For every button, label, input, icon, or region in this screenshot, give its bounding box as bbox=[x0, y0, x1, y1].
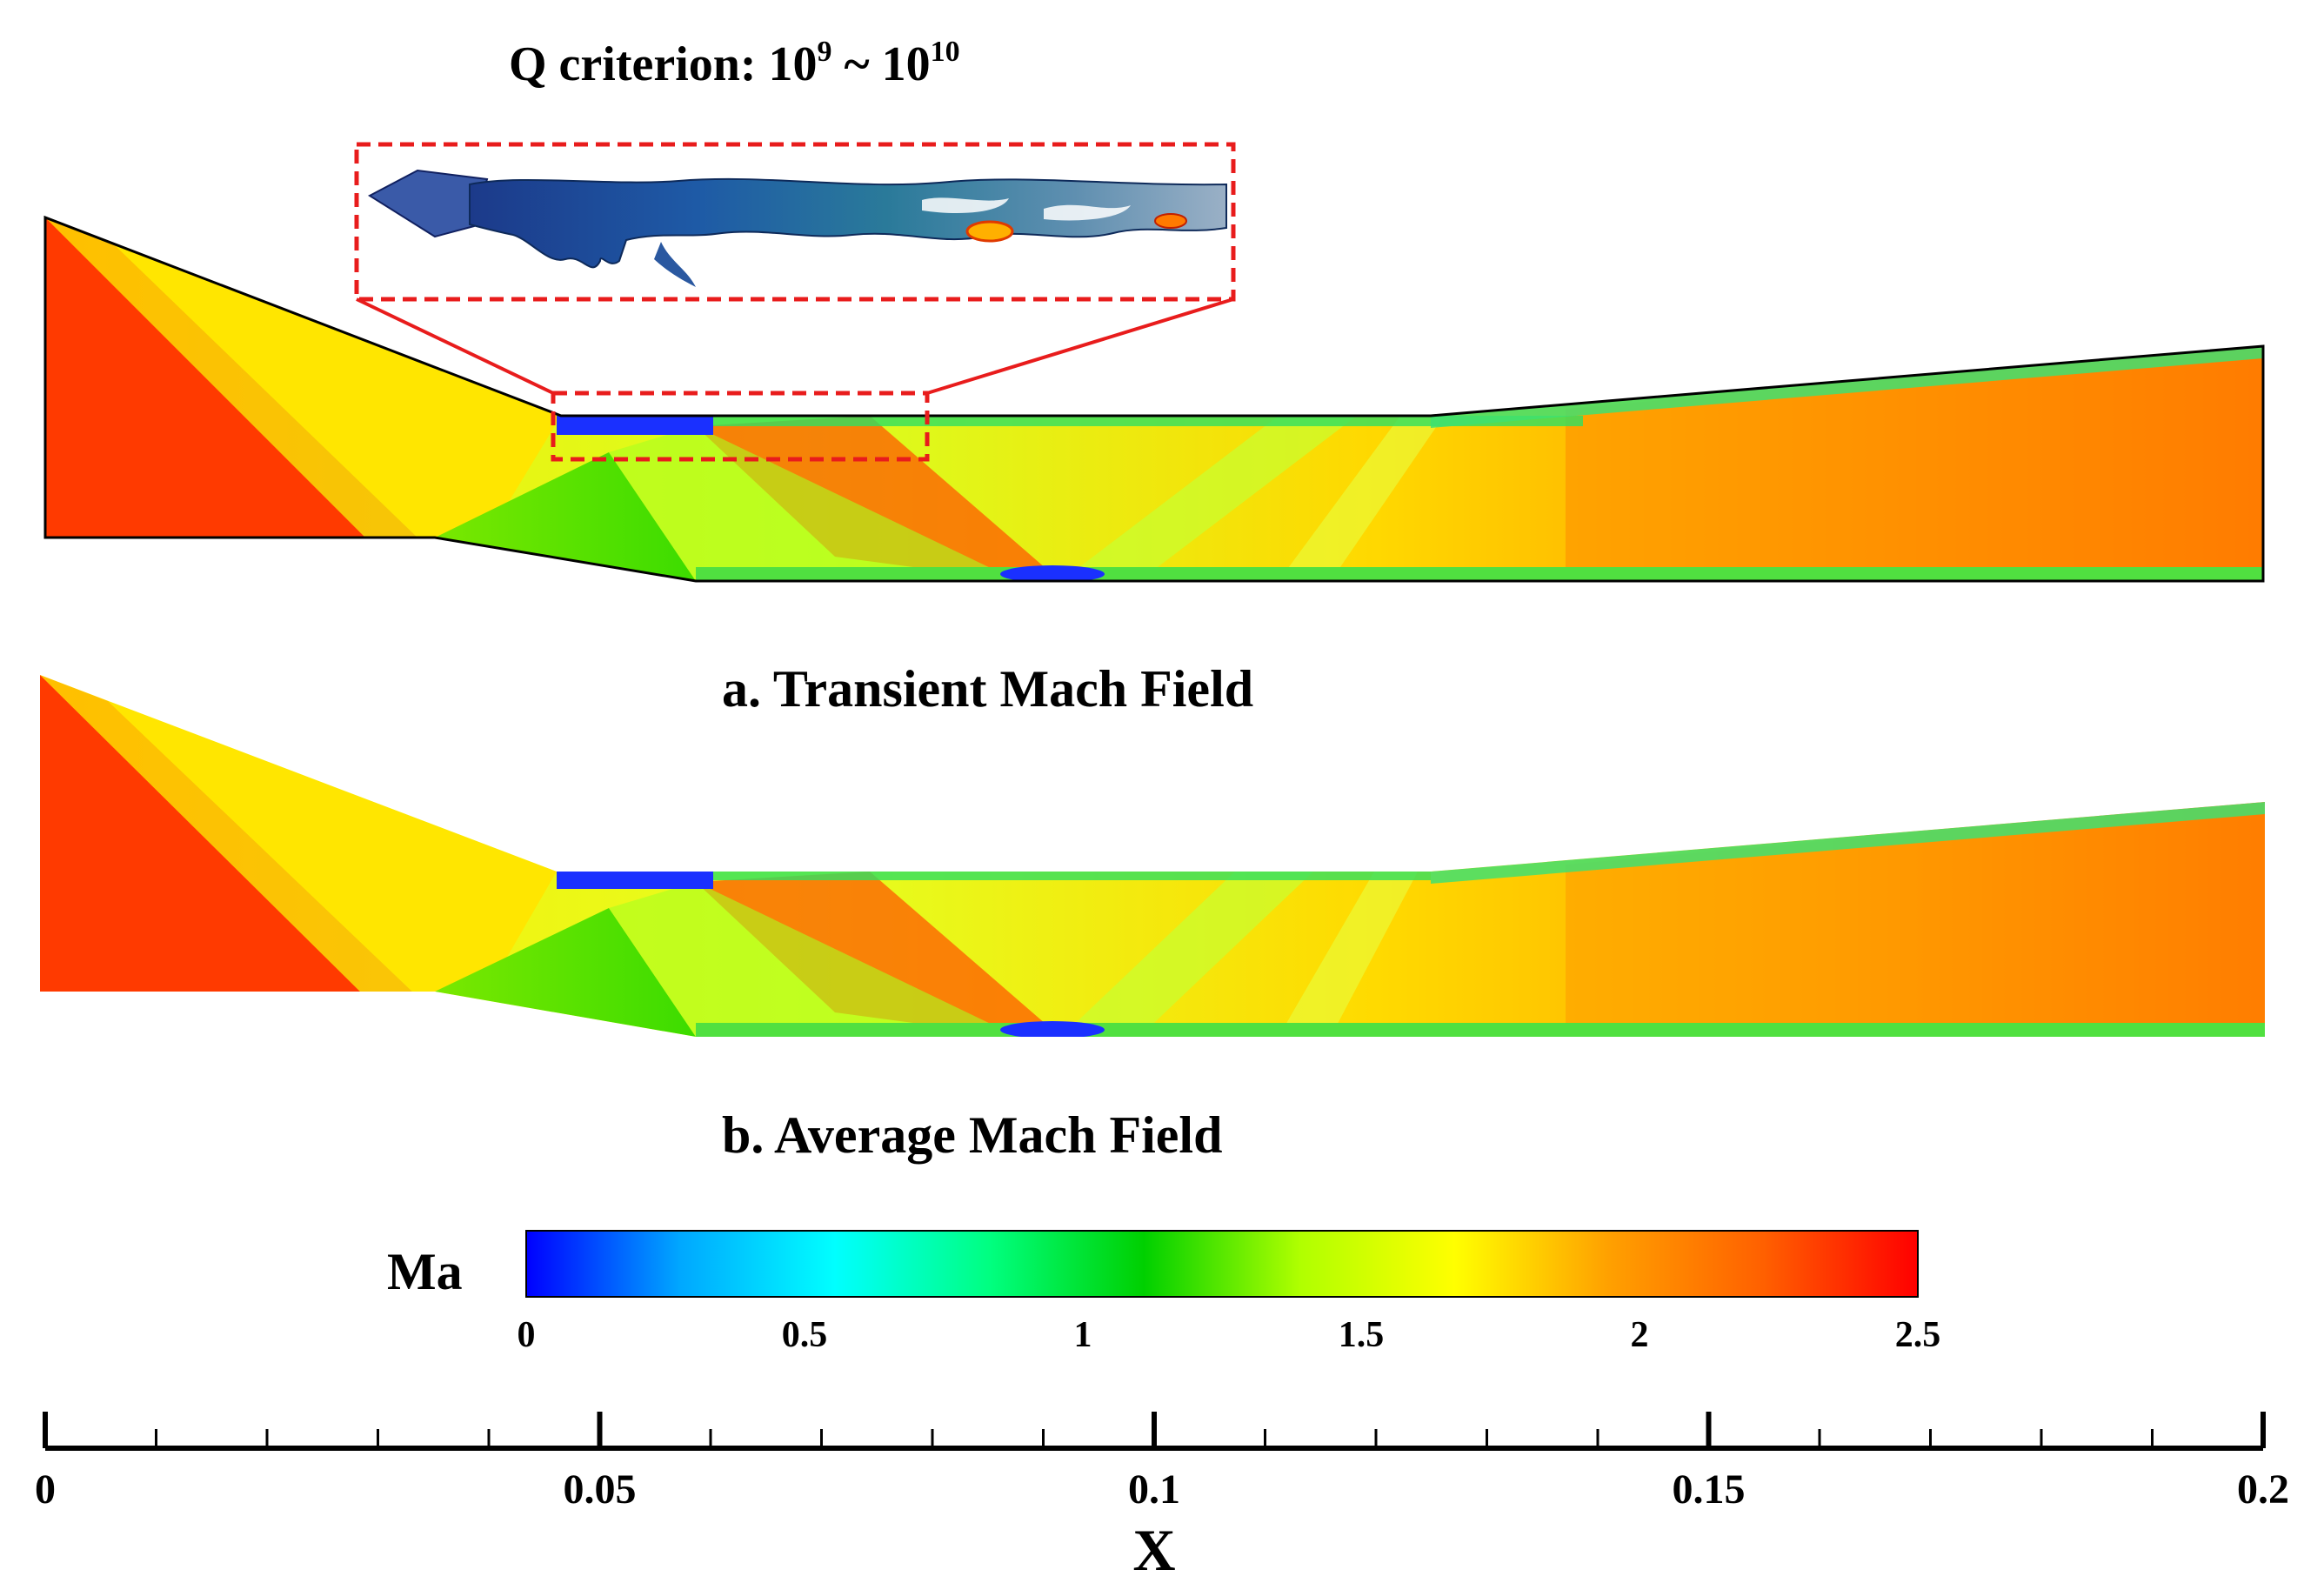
upper-boundary-layer-diffuser bbox=[1431, 802, 2265, 884]
x-axis-tick-label: 0.05 bbox=[564, 1466, 637, 1513]
shock-fan bbox=[40, 675, 412, 992]
x-axis-tick-label: 0.1 bbox=[1128, 1466, 1180, 1513]
upper-separation bbox=[557, 416, 713, 435]
vortex-core bbox=[965, 220, 1014, 243]
colorbar-ticks: 0 0.5 1 1.5 2 2.5 bbox=[518, 1315, 1941, 1355]
upper-boundary-layer bbox=[713, 872, 1431, 880]
shock-train bbox=[1279, 416, 1444, 581]
reflected-shock-zone bbox=[609, 882, 1018, 1037]
colorbar-tick-label: 2 bbox=[1631, 1315, 1649, 1355]
upper-boundary-layer-diffuser bbox=[1431, 346, 2263, 428]
colorbar-tick-label: 1 bbox=[1074, 1315, 1092, 1355]
x-axis-tick-label: 0 bbox=[35, 1466, 56, 1513]
panel-a-outline bbox=[43, 215, 2265, 583]
panel-b-caption: b. Average Mach Field bbox=[722, 1106, 1222, 1164]
zoom-region-box bbox=[551, 391, 930, 462]
panel-a-caption: a. Transient Mach Field bbox=[722, 660, 1253, 718]
downstream-turbulent bbox=[1566, 346, 2263, 581]
vortex-core bbox=[1154, 213, 1187, 229]
x-axis-ticks: 0 0.05 0.1 0.15 0.2 bbox=[35, 1412, 2289, 1513]
lower-boundary-layer bbox=[696, 1023, 2265, 1037]
lower-separation bbox=[1000, 1021, 1105, 1037]
reflected-shock-zone bbox=[696, 872, 1052, 1037]
zoom-line-right bbox=[926, 297, 1234, 395]
q-criterion-inset bbox=[354, 142, 1236, 302]
colorbar-strip bbox=[525, 1230, 1919, 1298]
q-criterion-title: Q criterion: 109 ~ 1010 bbox=[509, 36, 960, 91]
shock-fan bbox=[45, 217, 417, 538]
x-axis-tick-label: 0.15 bbox=[1673, 1466, 1746, 1513]
lower-boundary-layer bbox=[696, 567, 2263, 581]
panel-b-average-field bbox=[40, 675, 2265, 1037]
x-axis-tick-label: 0.2 bbox=[2237, 1466, 2289, 1513]
vortex-tail bbox=[654, 242, 696, 287]
shock-train bbox=[1061, 872, 1313, 1037]
colorbar-tick-label: 2.5 bbox=[1895, 1315, 1941, 1355]
shock-train bbox=[1061, 416, 1357, 581]
colorbar: Ma 0 0.5 1 1.5 2 2.5 bbox=[387, 1230, 1941, 1355]
downstream-region bbox=[1566, 802, 2265, 1037]
lower-separation bbox=[1000, 565, 1105, 581]
yellow-region bbox=[113, 244, 561, 538]
colorbar-tick-label: 0.5 bbox=[782, 1315, 828, 1355]
x-axis-title: X bbox=[1132, 1517, 1175, 1583]
x-axis: 0 0.05 0.1 0.15 0.2 X bbox=[35, 1412, 2289, 1583]
reflected-shock-zone bbox=[609, 426, 1018, 581]
colorbar-label: Ma bbox=[387, 1243, 463, 1300]
colorbar-tick-label: 1.5 bbox=[1339, 1315, 1385, 1355]
upper-separation bbox=[557, 872, 713, 889]
colorbar-tick-label: 0 bbox=[518, 1315, 536, 1355]
reflected-shock-zone bbox=[696, 416, 1052, 581]
vortex-white-gaps bbox=[922, 197, 1131, 221]
zoom-line-left bbox=[356, 297, 554, 395]
yellow-region bbox=[108, 701, 557, 992]
upper-boundary-layer bbox=[713, 416, 1583, 426]
shock-train bbox=[1279, 872, 1418, 1037]
